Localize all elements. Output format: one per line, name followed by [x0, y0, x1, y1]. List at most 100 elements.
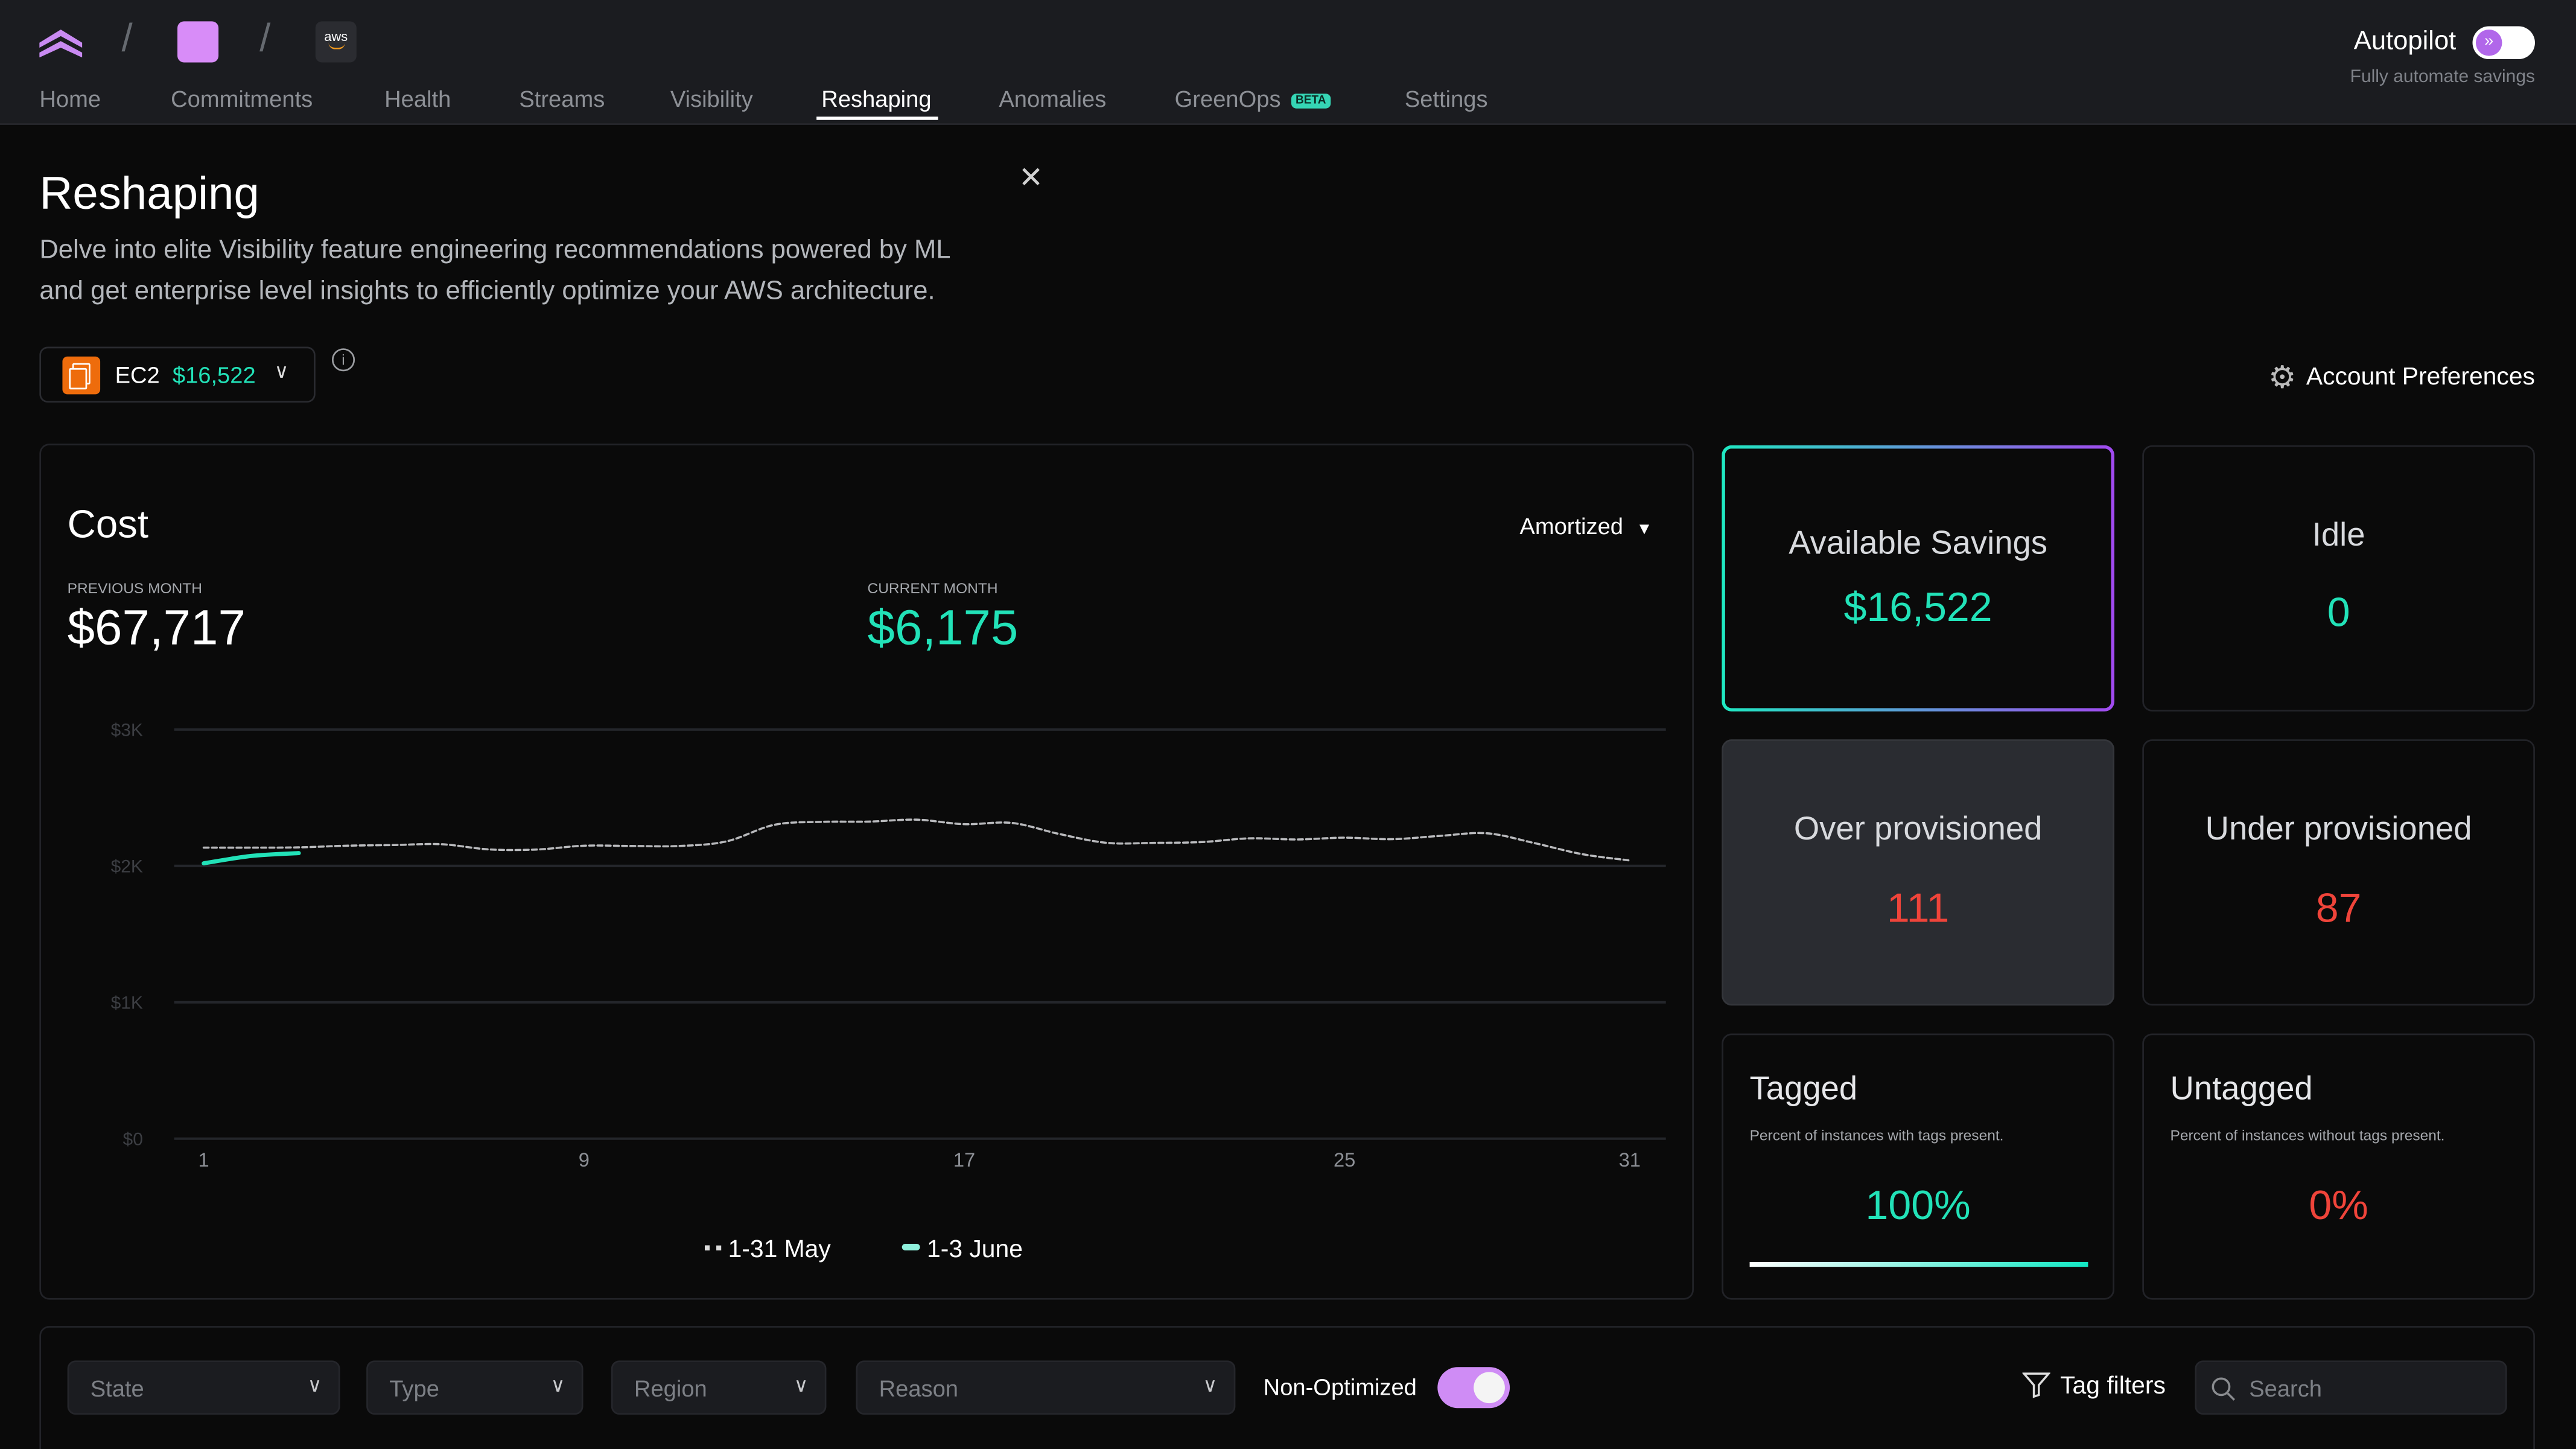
- stat-description: Percent of instances with tags present.: [1750, 1127, 2004, 1144]
- stat-label: Untagged: [2171, 1071, 2313, 1109]
- idle-card[interactable]: Idle 0: [2142, 445, 2535, 712]
- chevron-down-icon: ∨: [551, 1374, 565, 1396]
- page-title: Reshaping: [39, 168, 259, 220]
- legend-may[interactable]: 1-31 May: [705, 1235, 831, 1263]
- select-label: State: [91, 1375, 144, 1402]
- available-savings-card[interactable]: Available Savings $16,522: [1722, 445, 2114, 712]
- region-select[interactable]: Region ∨: [611, 1360, 827, 1415]
- autopilot-subtitle: Fully automate savings: [2350, 68, 2535, 88]
- cost-chart: $0 $1K $2K $3K 1 9 17 25 31: [41, 445, 1696, 1301]
- legend-june[interactable]: 1-3 June: [902, 1235, 1023, 1263]
- info-icon[interactable]: i: [332, 348, 355, 371]
- y-tick-label: $2K: [111, 857, 143, 877]
- top-header: / / aws Home Commitments Health Streams …: [0, 0, 2576, 125]
- solid-line-swatch: [902, 1244, 920, 1250]
- page-description: Delve into elite Visibility feature engi…: [39, 230, 950, 312]
- tab-streams[interactable]: Streams: [519, 86, 605, 112]
- autopilot-toggle[interactable]: »: [2473, 27, 2535, 59]
- autopilot-label: Autopilot: [2354, 28, 2457, 57]
- gear-icon: ⚙: [2268, 361, 2296, 396]
- workspace-avatar[interactable]: [177, 21, 218, 62]
- stat-value: 0%: [2144, 1183, 2533, 1231]
- tab-settings[interactable]: Settings: [1405, 86, 1488, 112]
- stat-label: Idle: [2144, 518, 2533, 556]
- active-tab-indicator: [816, 116, 938, 119]
- untagged-card[interactable]: Untagged Percent of instances without ta…: [2142, 1034, 2535, 1300]
- logo-chevrons-icon[interactable]: [38, 28, 84, 57]
- account-preferences-label: Account Preferences: [2306, 363, 2535, 391]
- breadcrumb-separator: /: [259, 16, 270, 62]
- tagged-progress-bar: [1750, 1262, 2088, 1267]
- x-tick-label: 31: [1619, 1148, 1641, 1171]
- filter-icon: [2023, 1371, 2050, 1398]
- x-tick-label: 9: [579, 1148, 590, 1171]
- dashed-line-swatch: [705, 1246, 721, 1250]
- tagged-card[interactable]: Tagged Percent of instances with tags pr…: [1722, 1034, 2114, 1300]
- tab-home[interactable]: Home: [39, 86, 101, 112]
- stat-label: Under provisioned: [2144, 812, 2533, 850]
- tag-filters-button[interactable]: Tag filters: [2023, 1371, 2166, 1400]
- chevron-down-icon: ∨: [1203, 1374, 1217, 1396]
- x-tick-label: 25: [1334, 1148, 1355, 1171]
- tab-anomalies[interactable]: Anomalies: [999, 86, 1106, 112]
- service-amount: $16,522: [173, 361, 256, 388]
- y-tick-label: $3K: [111, 721, 143, 740]
- chevron-down-icon: ∨: [275, 360, 289, 383]
- select-label: Reason: [879, 1375, 958, 1402]
- progress-fill: [1750, 1262, 2088, 1267]
- autopilot-knob-icon: »: [2476, 30, 2502, 56]
- description-line: Delve into elite Visibility feature engi…: [39, 230, 950, 271]
- x-tick-label: 17: [953, 1148, 975, 1171]
- over-provisioned-card[interactable]: Over provisioned 111: [1722, 739, 2114, 1005]
- cost-card: Cost Amortized ▼ PREVIOUS MONTH $67,717 …: [39, 444, 1694, 1299]
- stat-value: 100%: [1723, 1183, 2113, 1231]
- search-placeholder: Search: [2249, 1375, 2322, 1402]
- close-icon[interactable]: ✕: [1019, 161, 1043, 196]
- toggle-knob: [1474, 1372, 1505, 1403]
- non-optimized-toggle[interactable]: [1437, 1367, 1510, 1408]
- y-tick-label: $0: [123, 1130, 143, 1150]
- tab-greenops[interactable]: GreenOps BETA: [1175, 86, 1331, 112]
- account-preferences-button[interactable]: ⚙ Account Preferences: [2268, 360, 2535, 398]
- select-label: Type: [389, 1375, 439, 1402]
- stat-value: 111: [1723, 885, 2113, 933]
- series-line-may: [204, 820, 1630, 861]
- aws-logo-icon[interactable]: aws: [316, 21, 357, 62]
- service-selector[interactable]: EC2 $16,522 ∨: [39, 346, 315, 403]
- select-label: Region: [634, 1375, 707, 1402]
- aws-text: aws: [316, 30, 357, 45]
- stat-description: Percent of instances without tags presen…: [2171, 1127, 2445, 1144]
- tab-visibility[interactable]: Visibility: [670, 86, 753, 112]
- tab-reshaping[interactable]: Reshaping: [821, 86, 931, 112]
- stat-value: $16,522: [1725, 585, 2111, 632]
- breadcrumb-separator: /: [121, 16, 132, 62]
- service-name: EC2: [115, 361, 160, 388]
- under-provisioned-card[interactable]: Under provisioned 87: [2142, 739, 2535, 1005]
- type-select[interactable]: Type ∨: [366, 1360, 583, 1415]
- x-tick-label: 1: [199, 1148, 209, 1171]
- tab-health[interactable]: Health: [384, 86, 451, 112]
- tab-greenops-label: GreenOps: [1175, 86, 1281, 112]
- y-tick-label: $1K: [111, 993, 143, 1013]
- chevron-down-icon: ∨: [794, 1374, 809, 1396]
- search-icon: [2212, 1377, 2236, 1402]
- non-optimized-label: Non-Optimized: [1264, 1374, 1417, 1400]
- stat-label: Available Savings: [1725, 526, 2111, 564]
- reason-select[interactable]: Reason ∨: [856, 1360, 1235, 1415]
- ec2-icon: [62, 357, 100, 395]
- chevron-down-icon: ∨: [308, 1374, 322, 1396]
- legend-label: 1-3 June: [927, 1235, 1023, 1263]
- stat-label: Over provisioned: [1723, 812, 2113, 850]
- tab-commitments[interactable]: Commitments: [171, 86, 313, 112]
- stat-value: 87: [2144, 885, 2533, 933]
- beta-badge: BETA: [1291, 94, 1331, 109]
- tag-filters-label: Tag filters: [2060, 1372, 2166, 1400]
- series-line-june: [204, 853, 299, 864]
- stat-value: 0: [2144, 590, 2533, 637]
- legend-label: 1-31 May: [728, 1235, 831, 1263]
- search-input[interactable]: Search: [2195, 1360, 2507, 1415]
- stat-label: Tagged: [1750, 1071, 1858, 1109]
- state-select[interactable]: State ∨: [68, 1360, 340, 1415]
- description-line: and get enterprise level insights to eff…: [39, 271, 950, 312]
